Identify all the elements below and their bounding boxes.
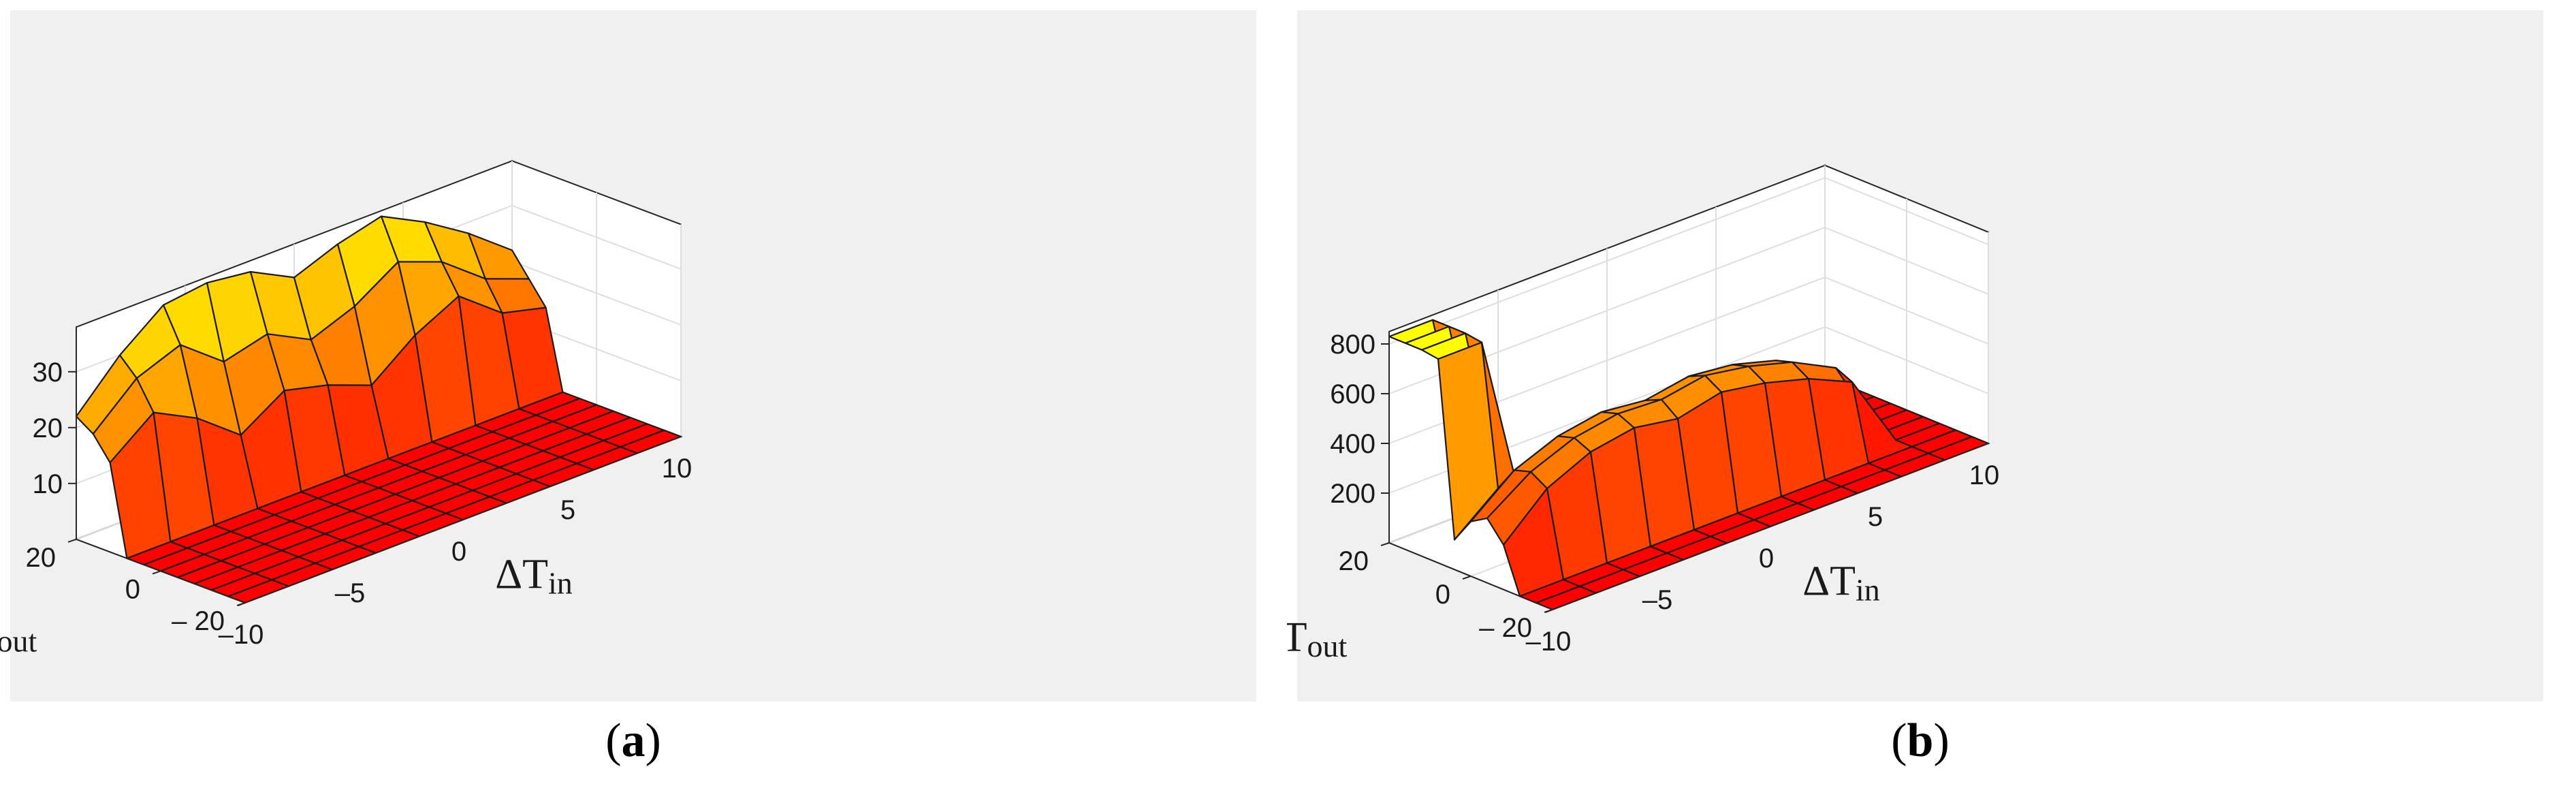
caption-b: (b) — [1891, 714, 1950, 767]
y-axis-label-sub: out — [1307, 629, 1347, 663]
x-tick-mark — [1654, 567, 1662, 571]
x-tick-label: 10 — [1969, 460, 2000, 490]
x-axis-label: ΔTin — [495, 552, 573, 601]
z-tick-label: 30 — [33, 358, 63, 388]
y-axis-label: ΔTout — [0, 609, 37, 658]
x-tick-label: 10 — [662, 454, 693, 484]
x-tick-mark — [456, 519, 464, 523]
z-tick-label: 400 — [1330, 429, 1376, 459]
y-axis-label: ΔTout — [1287, 614, 1347, 663]
z-tick-label: 800 — [1330, 330, 1376, 360]
y-tick-label: – 20 — [172, 606, 225, 636]
x-tick-label: –10 — [219, 620, 264, 650]
x-axis-label-sub: in — [548, 566, 573, 601]
y-tick-label: 0 — [1435, 580, 1450, 610]
y-tick-mark — [152, 570, 161, 575]
grid-line — [1388, 177, 1826, 345]
y-axis-label-sub: out — [0, 623, 37, 658]
x-axis-label: ΔTin — [1802, 559, 1880, 608]
caption-a: (a) — [605, 714, 661, 767]
y-tick-mark — [236, 602, 246, 606]
x-tick-mark — [1981, 443, 1989, 447]
y-tick-label: 20 — [1339, 546, 1369, 576]
surface-mesh — [1388, 319, 1990, 611]
caption-letter: b — [1907, 714, 1934, 767]
z-tick-label: 10 — [33, 469, 63, 499]
x-tick-mark — [673, 436, 682, 440]
z-tick-label: 20 — [33, 413, 63, 443]
grid-line — [1824, 177, 1989, 245]
y-tick-label: 20 — [26, 543, 57, 573]
x-tick-mark — [565, 477, 573, 482]
caption-letter: a — [621, 714, 646, 767]
z-tick-label: 600 — [1330, 379, 1376, 409]
x-axis-label-sub: in — [1856, 573, 1880, 608]
grid-line — [1824, 227, 1989, 295]
grid-line — [511, 260, 682, 326]
y-tick-label: 0 — [125, 574, 140, 604]
x-tick-label: 5 — [560, 495, 575, 525]
y-tick-mark — [67, 538, 77, 543]
x-tick-label: 0 — [451, 537, 466, 567]
x-tick-mark — [1872, 484, 1880, 488]
x-tick-label: –5 — [1642, 585, 1673, 615]
grid-line — [1824, 326, 1989, 394]
y-tick-mark — [1462, 576, 1472, 580]
x-tick-label: 0 — [1759, 544, 1774, 573]
grid-line — [511, 204, 682, 270]
x-tick-label: –10 — [1526, 627, 1572, 657]
y-tick-mark — [1544, 609, 1553, 613]
grid-line — [1824, 277, 1989, 345]
x-tick-label: –5 — [335, 578, 366, 608]
x-tick-label: 5 — [1868, 502, 1883, 532]
y-tick-label: – 20 — [1479, 613, 1532, 643]
x-tick-mark — [1763, 526, 1771, 530]
y-tick-mark — [1380, 542, 1390, 546]
surface-mesh — [75, 215, 682, 604]
x-tick-mark — [347, 561, 355, 565]
z-tick-label: 200 — [1330, 479, 1376, 509]
